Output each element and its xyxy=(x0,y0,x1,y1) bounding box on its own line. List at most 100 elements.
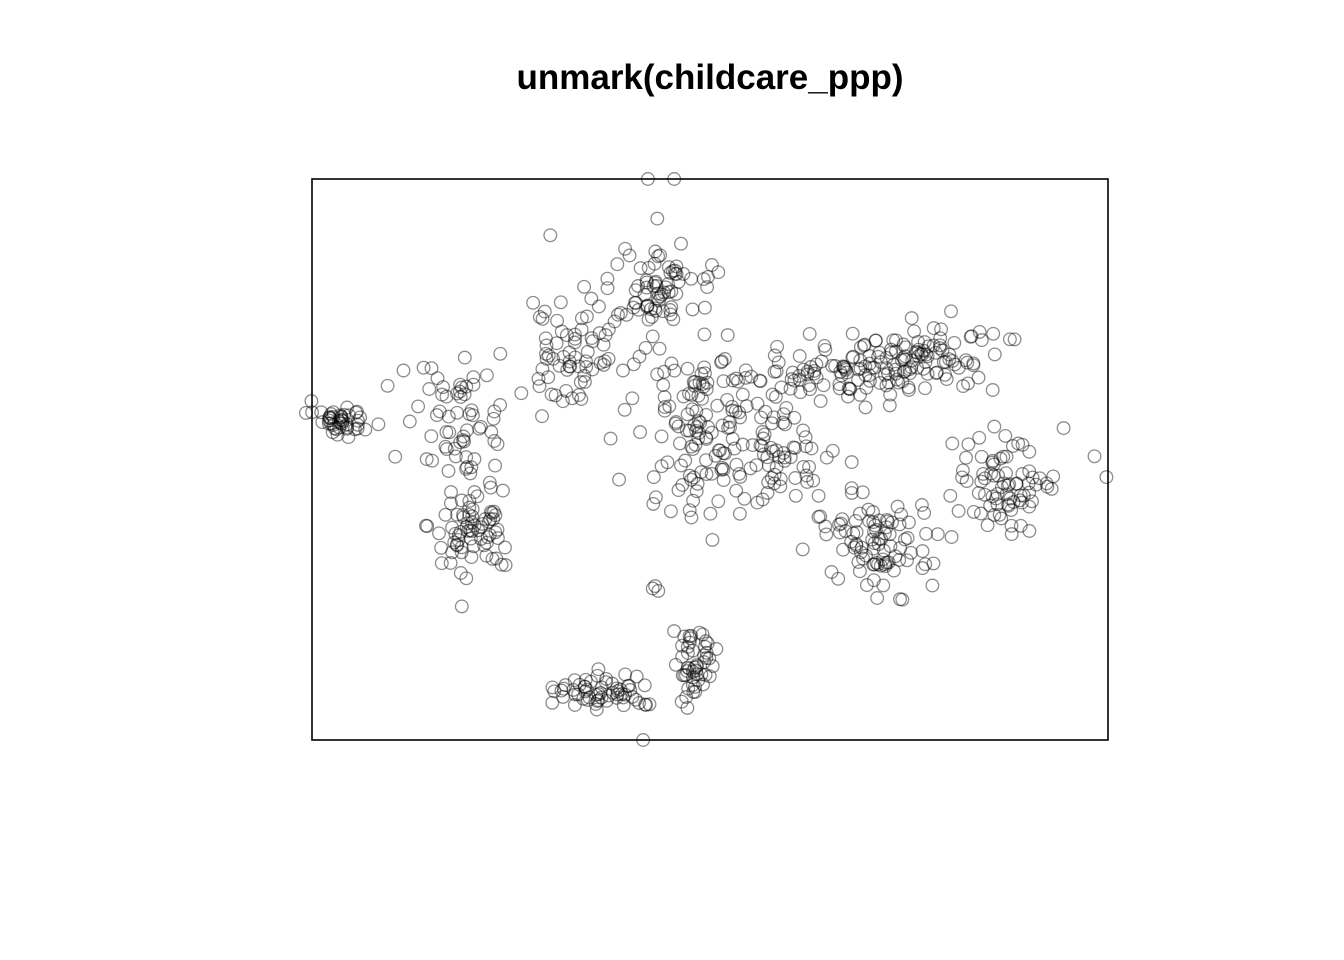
data-point-768 xyxy=(717,446,732,461)
data-point-944 xyxy=(1087,449,1102,464)
data-point-351 xyxy=(451,528,466,543)
data-point-246 xyxy=(848,513,863,528)
data-point-604 xyxy=(674,236,688,251)
data-point-902 xyxy=(919,347,934,362)
data-point-173 xyxy=(760,485,775,500)
data-point-196 xyxy=(943,488,958,503)
data-point-324 xyxy=(983,498,998,513)
data-point-859 xyxy=(800,367,815,382)
data-point-138 xyxy=(788,471,803,485)
data-point-716 xyxy=(646,470,661,485)
data-point-33 xyxy=(615,687,630,701)
data-point-393 xyxy=(489,551,504,566)
data-point-487 xyxy=(435,387,450,402)
data-point-671 xyxy=(699,430,714,445)
data-point-178 xyxy=(786,440,801,455)
data-point-202 xyxy=(849,525,864,540)
data-point-141 xyxy=(766,410,781,425)
data-point-643 xyxy=(668,266,683,281)
data-point-550 xyxy=(567,335,582,350)
data-point-787 xyxy=(862,356,877,371)
data-point-879 xyxy=(914,346,929,361)
data-point-503 xyxy=(441,464,456,478)
data-point-361 xyxy=(451,532,466,547)
data-point-262 xyxy=(844,455,859,470)
data-point-690 xyxy=(733,469,748,484)
data-point-295 xyxy=(1015,437,1030,452)
data-point-21 xyxy=(590,668,605,683)
data-point-340 xyxy=(1009,477,1024,491)
data-point-537 xyxy=(546,351,561,366)
data-point-187 xyxy=(893,541,908,556)
data-point-115 xyxy=(710,398,725,413)
data-point-270 xyxy=(996,449,1011,464)
data-point-53 xyxy=(545,695,560,710)
data-point-590 xyxy=(663,303,678,317)
data-point-682 xyxy=(671,419,686,434)
data-point-515 xyxy=(450,386,465,401)
data-point-927 xyxy=(951,360,966,375)
data-point-374 xyxy=(448,526,463,541)
data-point-22 xyxy=(579,682,594,697)
data-point-941 xyxy=(667,172,682,186)
data-point-74 xyxy=(695,627,710,642)
data-point-5 xyxy=(545,680,560,695)
data-point-560 xyxy=(597,354,612,369)
data-point-289 xyxy=(972,430,987,445)
data-point-86 xyxy=(697,655,712,670)
data-point-440 xyxy=(350,404,364,419)
data-point-150 xyxy=(753,438,768,453)
data-point-921 xyxy=(935,343,950,358)
data-point-456 xyxy=(335,416,350,431)
data-point-345 xyxy=(474,520,489,535)
data-point-947 xyxy=(651,583,666,598)
data-point-470 xyxy=(442,425,457,440)
data-point-464 xyxy=(484,425,499,439)
data-point-571 xyxy=(617,402,632,417)
data-point-116 xyxy=(735,437,750,452)
data-point-408 xyxy=(465,524,480,539)
data-point-835 xyxy=(858,359,873,374)
data-point-253 xyxy=(861,502,876,517)
data-point-507 xyxy=(460,423,474,438)
data-point-348 xyxy=(454,493,469,508)
data-point-673 xyxy=(682,503,697,518)
data-point-10 xyxy=(623,683,638,697)
data-point-14 xyxy=(632,696,647,710)
data-point-269 xyxy=(877,526,892,541)
data-point-248 xyxy=(900,531,915,545)
data-point-153 xyxy=(737,491,752,506)
data-point-610 xyxy=(664,284,679,299)
data-point-172 xyxy=(743,461,758,476)
data-point-29 xyxy=(609,690,624,705)
data-point-486 xyxy=(452,384,467,399)
data-point-523 xyxy=(535,362,550,376)
data-point-282 xyxy=(986,468,1001,483)
data-point-244 xyxy=(795,542,810,557)
data-point-313 xyxy=(1022,464,1037,479)
data-point-67 xyxy=(675,668,690,683)
data-point-755 xyxy=(690,476,705,491)
data-point-657 xyxy=(639,275,654,290)
data-point-68 xyxy=(705,659,720,674)
data-point-830 xyxy=(879,361,894,376)
data-point-545 xyxy=(593,355,608,370)
data-point-666 xyxy=(699,382,714,397)
data-point-195 xyxy=(879,555,894,570)
data-point-933 xyxy=(862,349,877,363)
data-point-319 xyxy=(961,437,976,452)
data-point-133 xyxy=(773,472,788,486)
data-point-230 xyxy=(866,515,881,530)
data-point-866 xyxy=(891,375,906,390)
data-point-291 xyxy=(959,474,974,489)
data-point-463 xyxy=(424,429,439,444)
data-point-434 xyxy=(332,420,347,435)
data-point-129 xyxy=(776,446,791,460)
data-point-693 xyxy=(721,421,736,435)
data-point-640 xyxy=(658,280,673,295)
data-point-943 xyxy=(1099,470,1114,485)
data-point-383 xyxy=(445,520,460,535)
data-point-698 xyxy=(667,363,682,378)
data-point-255 xyxy=(866,573,881,588)
data-point-481 xyxy=(448,449,463,464)
